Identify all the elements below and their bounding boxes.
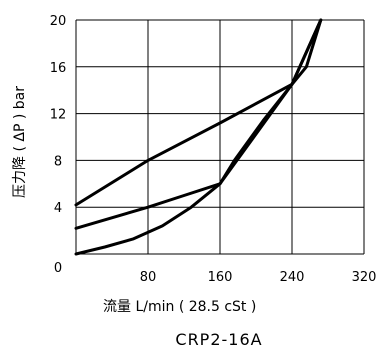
grid	[75, 19, 365, 255]
y-tick-label-8: 8	[54, 154, 62, 169]
x-tick-label-320: 320	[352, 270, 377, 285]
y-tick-label-16: 16	[50, 61, 67, 76]
x-tick-label-240: 240	[280, 270, 305, 285]
y-tick-label-20: 20	[50, 14, 67, 29]
series-line-3	[74, 18, 323, 256]
x-tick-label-80: 80	[140, 270, 157, 285]
chart-title: CRP2-16A	[175, 330, 262, 349]
x-axis-title: 流量 L/min ( 28.5 cSt )	[103, 299, 256, 315]
series-lines	[74, 18, 323, 256]
y-axis-title: 压力降 ( ΔP ) bar	[12, 86, 28, 198]
tick-labels: 80 160 240 320 0 4 8 12 16 20	[50, 14, 377, 285]
origin-tick-label: 0	[54, 261, 62, 276]
series-line-1	[74, 18, 323, 207]
y-tick-label-4: 4	[54, 201, 62, 216]
x-tick-label-160: 160	[208, 270, 233, 285]
series-line-2	[74, 18, 323, 230]
y-tick-label-12: 12	[50, 108, 67, 123]
